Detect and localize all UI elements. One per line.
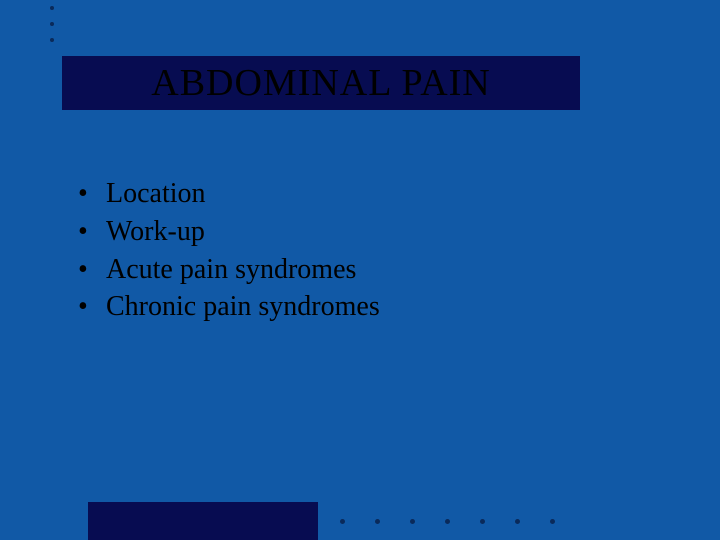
bullet-list: Location Work-up Acute pain syndromes Ch…	[78, 175, 380, 326]
bullet-item: Location	[78, 175, 380, 213]
decorative-dots-bottom	[340, 519, 555, 524]
bullet-item: Chronic pain syndromes	[78, 288, 380, 326]
title-bar: ABDOMINAL PAIN	[62, 56, 580, 110]
bullet-item: Work-up	[78, 213, 380, 251]
decorative-accent-bar	[88, 502, 318, 540]
bullet-item: Acute pain syndromes	[78, 251, 380, 289]
slide-title: ABDOMINAL PAIN	[151, 61, 491, 105]
decorative-dots-top	[50, 6, 54, 54]
